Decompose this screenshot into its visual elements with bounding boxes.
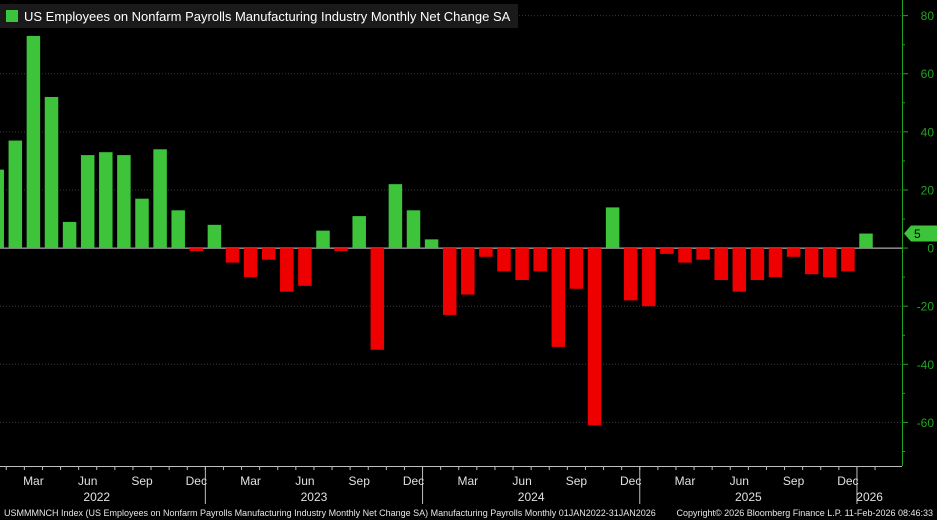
- bar: [26, 35, 41, 249]
- bar: [714, 248, 728, 281]
- bar: [750, 248, 765, 281]
- bar: [859, 233, 873, 249]
- bar: [280, 248, 294, 292]
- x-month-label: Jun: [512, 474, 531, 488]
- x-year-label: 2024: [518, 490, 545, 504]
- x-axis: Mar Jun Sep Dec Mar Jun Sep Dec Mar Jun Sep Dec Mar J…: [0, 466, 902, 504]
- bar: [117, 155, 131, 249]
- x-month-label: Dec: [186, 474, 207, 488]
- x-year-label: 2026: [856, 490, 883, 504]
- bar: [642, 248, 656, 307]
- bar: [442, 248, 457, 315]
- bar: [352, 216, 366, 249]
- x-month-label: Jun: [295, 474, 314, 488]
- x-month-label: Mar: [675, 474, 696, 488]
- bar: [804, 248, 819, 275]
- bar: [316, 230, 330, 249]
- legend: US Employees on Nonfarm Payrolls Manufac…: [0, 4, 519, 28]
- x-month-label: Mar: [23, 474, 44, 488]
- x-month-label: Sep: [131, 474, 153, 488]
- bar: [678, 248, 692, 263]
- bar: [135, 198, 149, 249]
- bar: [551, 248, 566, 347]
- footer: USMMMNCH Index (US Employees on Nonfarm …: [0, 505, 937, 520]
- bar: [62, 221, 77, 249]
- x-month-label: Sep: [349, 474, 371, 488]
- y-tick-label: 80: [921, 9, 935, 23]
- footer-source: USMMMNCH Index (US Employees on Nonfarm …: [4, 507, 656, 518]
- bar: [515, 248, 529, 281]
- bar: [623, 248, 638, 301]
- bar: [786, 248, 801, 257]
- bar: [0, 169, 4, 249]
- x-month-label: Sep: [566, 474, 588, 488]
- footer-copyright: Copyright© 2026 Bloomberg Finance L.P. 1…: [676, 507, 933, 518]
- bar: [207, 224, 222, 249]
- bar: [497, 248, 511, 272]
- x-year-label: 2023: [301, 490, 328, 504]
- x-month-label: Jun: [78, 474, 97, 488]
- bar: [660, 248, 674, 254]
- bar: [479, 248, 493, 257]
- x-month-label: Dec: [620, 474, 641, 488]
- y-tick-label: 40: [921, 125, 935, 139]
- bar: [334, 248, 348, 251]
- bar: [406, 210, 421, 249]
- x-month-label: Sep: [783, 474, 805, 488]
- x-year-label: 2025: [735, 490, 762, 504]
- y-axis: 80 60 40 20 0 -20 -40 -60 5: [902, 0, 937, 466]
- bar: [370, 248, 385, 350]
- bar: [461, 248, 475, 295]
- bar: [225, 248, 240, 263]
- y-tick-label: 0: [927, 242, 934, 256]
- x-month-label: Dec: [837, 474, 858, 488]
- x-month-label: Mar: [457, 474, 478, 488]
- y-tick-label: 20: [921, 183, 935, 197]
- bar: [171, 210, 185, 249]
- x-month-label: Dec: [403, 474, 424, 488]
- bar: [569, 248, 584, 289]
- bars: [0, 35, 873, 426]
- bar: [189, 248, 204, 251]
- y-tick-label: 60: [921, 67, 935, 81]
- bar: [99, 152, 113, 249]
- bar: [261, 248, 276, 260]
- bar: [8, 140, 23, 249]
- y-tick-label: -40: [917, 358, 935, 372]
- bar: [841, 248, 855, 272]
- bar: [44, 96, 59, 249]
- x-year-label: 2022: [83, 490, 110, 504]
- bar: [298, 248, 312, 286]
- bar: [823, 248, 837, 278]
- bar: [605, 207, 620, 249]
- bar: [388, 184, 403, 249]
- y-tick-label: -60: [917, 416, 935, 430]
- y-tick-label: -20: [917, 300, 935, 314]
- bar: [533, 248, 547, 272]
- bar: [80, 155, 95, 249]
- bar: [696, 248, 710, 260]
- bar: [732, 248, 747, 292]
- last-value-tag: [904, 225, 937, 242]
- bar: [243, 248, 258, 278]
- bar: [153, 149, 167, 249]
- x-month-label: Jun: [730, 474, 749, 488]
- bar: [768, 248, 783, 278]
- last-value-label: 5: [914, 227, 921, 241]
- x-month-label: Mar: [240, 474, 261, 488]
- legend-swatch: [6, 10, 18, 22]
- bar: [587, 248, 602, 426]
- bar: [424, 239, 439, 249]
- chart-title: US Employees on Nonfarm Payrolls Manufac…: [24, 8, 511, 24]
